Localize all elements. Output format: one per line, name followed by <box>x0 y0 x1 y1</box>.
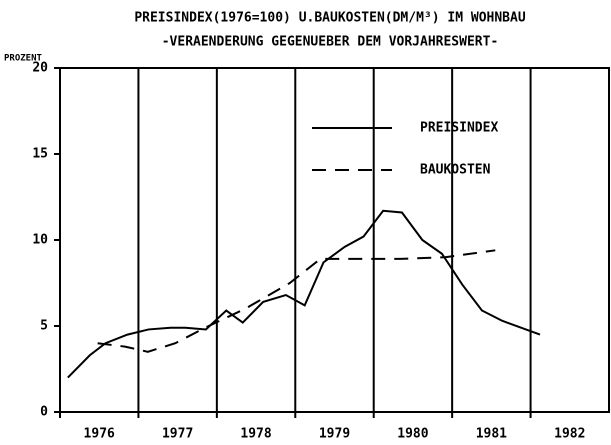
legend-label: BAUKOSTEN <box>420 163 491 178</box>
chart-title: PREISINDEX(1976=100) U.BAUKOSTEN(DM/M³) … <box>134 11 526 26</box>
series-line <box>97 249 496 353</box>
y-axis-label: PROZENT <box>4 54 43 64</box>
chart-subtitle: -VERAENDERUNG GEGENUEBER DEM VORJAHRESWE… <box>162 35 499 50</box>
x-tick-label: 1977 <box>162 427 193 442</box>
x-tick-label: 1980 <box>397 427 428 442</box>
y-tick-label: 0 <box>40 405 48 420</box>
y-tick-label: 10 <box>32 233 48 248</box>
x-tick-label: 1981 <box>476 427 507 442</box>
y-tick-label: 20 <box>32 61 48 76</box>
y-tick-label: 15 <box>32 147 48 162</box>
legend-label: PREISINDEX <box>420 121 498 136</box>
series-line <box>67 209 541 379</box>
y-tick-label: 5 <box>40 319 48 334</box>
x-tick-label: 1982 <box>554 427 585 442</box>
x-tick-label: 1976 <box>84 427 115 442</box>
x-tick-label: 1979 <box>319 427 350 442</box>
plot-frame <box>59 67 610 413</box>
x-tick-label: 1978 <box>240 427 271 442</box>
